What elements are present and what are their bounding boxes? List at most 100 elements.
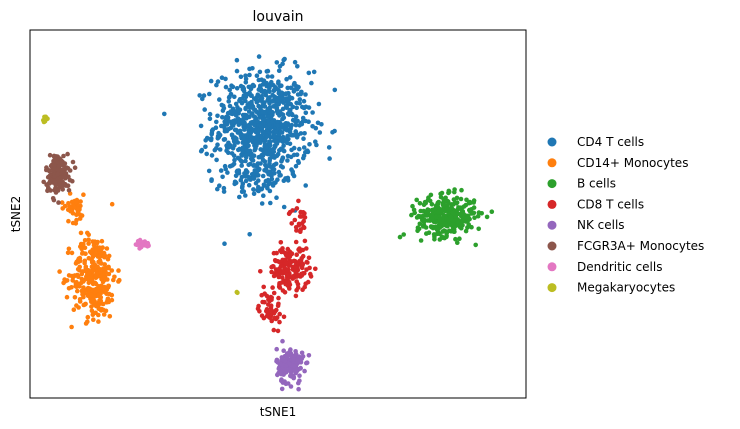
point-cd4-t-cells [272,180,277,186]
point-cd4-t-cells [255,92,261,97]
point-b-cells [397,234,403,240]
point-cd8-t-cells [304,267,309,272]
point-cd14-monocytes [62,277,67,282]
point-cd8-t-cells [294,206,300,211]
point-nk-cells [283,367,288,372]
point-cd14-monocytes [88,292,94,298]
point-cd4-t-cells [299,121,305,127]
point-cd4-t-cells [232,143,237,148]
point-cd4-t-cells [269,173,274,179]
point-cd4-t-cells [293,119,299,124]
point-cd14-monocytes [89,304,94,309]
point-cd8-t-cells [282,290,288,295]
point-cd14-monocytes [65,250,71,256]
point-cd4-t-cells [282,56,287,62]
point-cd4-t-cells [285,175,291,181]
point-cd4-t-cells [303,110,309,116]
point-cd14-monocytes [104,246,110,251]
point-cd14-monocytes [90,268,96,274]
point-cd8-t-cells [271,327,277,333]
point-b-cells [468,200,473,206]
point-b-cells [430,207,436,213]
point-cd14-monocytes [86,241,91,246]
point-cd4-t-cells [162,111,167,117]
point-cd4-t-cells [297,101,303,106]
point-fcgr3a-monocytes [52,156,58,161]
point-cd4-t-cells [254,135,260,141]
point-cd4-t-cells [217,147,223,152]
point-cd14-monocytes [87,249,93,255]
point-cd14-monocytes [117,277,122,283]
point-cd4-t-cells [272,133,277,139]
point-nk-cells [293,351,299,357]
point-cd14-monocytes [74,284,79,290]
scatter-points [41,54,495,392]
point-cd4-t-cells [247,232,252,237]
point-cd14-monocytes [106,264,111,270]
point-cd4-t-cells [283,91,289,96]
point-cd8-t-cells [301,218,307,224]
point-b-cells [434,227,440,232]
point-cd4-t-cells [259,186,264,192]
point-cd14-monocytes [69,285,74,290]
point-cd14-monocytes [109,292,115,298]
point-b-cells [441,212,446,218]
point-cd8-t-cells [271,273,277,279]
point-cd14-monocytes [78,230,84,236]
point-cd8-t-cells [256,303,261,309]
point-b-cells [447,216,453,222]
point-cd14-monocytes [109,297,115,303]
point-cd4-t-cells [246,143,251,149]
point-b-cells [414,197,420,203]
point-cd4-t-cells [255,127,261,133]
point-fcgr3a-monocytes [65,151,70,157]
point-cd4-t-cells [209,178,214,183]
point-cd14-monocytes [75,267,81,272]
point-cd8-t-cells [258,269,263,274]
point-cd4-t-cells [226,150,231,155]
point-cd4-t-cells [264,133,270,139]
point-cd4-t-cells [287,75,293,80]
point-cd4-t-cells [293,114,299,119]
point-cd14-monocytes [59,200,65,205]
point-cd4-t-cells [260,173,266,179]
point-cd14-monocytes [70,220,76,226]
point-cd14-monocytes [79,246,84,252]
point-cd4-t-cells [284,140,290,146]
x-axis-label: tSNE1 [260,405,297,419]
point-cd4-t-cells [285,111,291,116]
point-nk-cells [295,358,301,364]
point-cd14-monocytes [79,213,85,218]
point-cd4-t-cells [292,80,297,86]
point-cd4-t-cells [288,85,294,91]
point-cd4-t-cells [254,168,260,174]
point-cd8-t-cells [264,293,270,299]
point-cd14-monocytes [97,245,102,250]
point-cd14-monocytes [64,294,70,300]
point-nk-cells [296,380,301,386]
point-dendritic-cells [133,242,139,247]
point-b-cells [418,238,424,243]
point-cd4-t-cells [295,158,301,164]
point-cd4-t-cells [212,147,218,153]
point-cd4-t-cells [203,138,208,143]
point-cd8-t-cells [271,290,277,296]
point-cd4-t-cells [236,169,241,174]
point-b-cells [438,224,443,230]
point-cd8-t-cells [276,284,282,290]
point-b-cells [484,214,490,220]
point-b-cells [429,202,435,207]
point-cd8-t-cells [271,250,277,256]
point-cd14-monocytes [66,246,72,252]
point-cd14-monocytes [101,312,107,317]
point-cd4-t-cells [258,87,264,92]
point-cd4-t-cells [267,151,273,157]
point-cd14-monocytes [94,271,100,277]
point-cd8-t-cells [306,255,312,261]
point-cd8-t-cells [294,252,300,257]
point-cd4-t-cells [273,139,279,144]
point-cd4-t-cells [217,97,222,102]
point-cd8-t-cells [304,246,309,251]
point-cd4-t-cells [254,173,260,178]
point-cd4-t-cells [238,177,244,183]
